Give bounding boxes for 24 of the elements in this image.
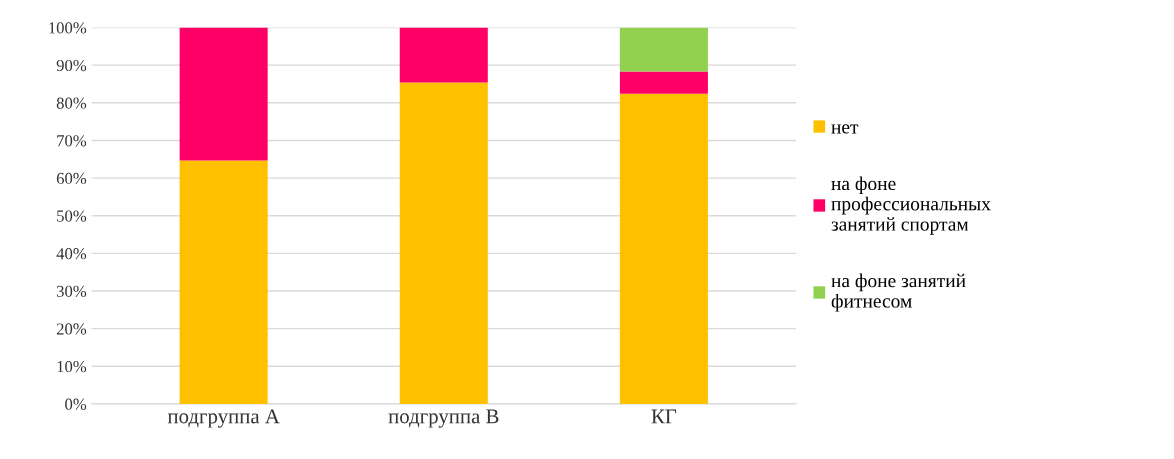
y-tick-label: 50% (57, 210, 87, 222)
y-tick-label: 60% (56, 172, 87, 185)
bar (619, 93, 708, 404)
legend-label: на фоне профессиональных занятий спортам (831, 176, 991, 235)
bar (179, 27, 268, 161)
legend-label: на фоне занятий фитнесом (831, 273, 966, 312)
y-tick-label: 20% (56, 323, 87, 335)
x-tick-label: КГ (651, 409, 677, 424)
bar (179, 160, 268, 404)
x-tick-label: подгруппа В (388, 409, 499, 428)
bar (399, 27, 488, 83)
x-tick-label: подгруппа А (167, 409, 280, 428)
y-tick-label: 40% (56, 248, 87, 260)
y-tick-label: 10% (57, 360, 87, 373)
y-tick-label: 30% (56, 285, 87, 298)
y-tick-label: 0% (65, 398, 87, 410)
y-tick-label: 70% (57, 135, 87, 147)
legend-label: нет (831, 124, 859, 134)
bar (399, 82, 488, 404)
y-tick-label: 100% (49, 22, 87, 34)
y-tick-label: 90% (56, 59, 87, 72)
y-tick-label: 80% (56, 97, 87, 109)
bar (619, 71, 708, 94)
bar (619, 27, 708, 72)
